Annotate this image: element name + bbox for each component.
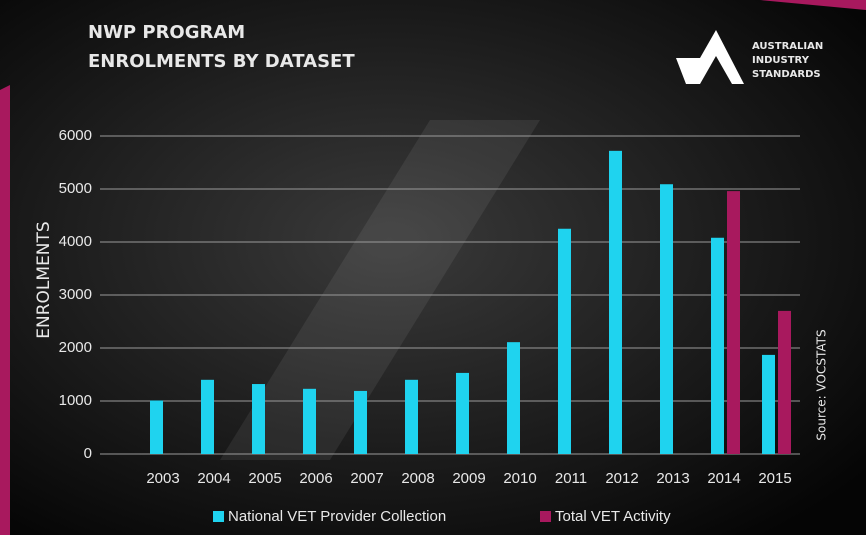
x-tick-label: 2014 xyxy=(707,470,740,487)
bar xyxy=(660,184,673,454)
y-tick-label: 3000 xyxy=(59,286,92,303)
bar xyxy=(303,389,316,454)
bar xyxy=(456,373,469,454)
accent-strip xyxy=(0,85,10,535)
bar xyxy=(354,391,367,454)
logo-text: INDUSTRY xyxy=(752,55,810,66)
bar xyxy=(609,151,622,454)
chart: NWP PROGRAM ENROLMENTS BY DATASET AUSTRA… xyxy=(0,0,866,535)
y-tick-label: 6000 xyxy=(59,127,92,144)
chart-subtitle: ENROLMENTS BY DATASET xyxy=(88,51,355,72)
bar xyxy=(762,355,775,454)
x-tick-label: 2008 xyxy=(401,470,434,487)
legend-swatch xyxy=(213,511,224,522)
legend-label: Total VET Activity xyxy=(555,508,671,525)
x-tick-label: 2004 xyxy=(197,470,230,487)
bar xyxy=(507,342,520,454)
legend-label: National VET Provider Collection xyxy=(228,508,446,525)
x-tick-label: 2009 xyxy=(452,470,485,487)
bar xyxy=(711,238,724,454)
y-tick-label: 5000 xyxy=(59,180,92,197)
y-axis-title: ENROLMENTS xyxy=(34,221,54,338)
legend-swatch xyxy=(540,511,551,522)
bar xyxy=(201,380,214,454)
logo-text: STANDARDS xyxy=(752,69,821,80)
x-tick-label: 2011 xyxy=(555,470,587,487)
x-tick-label: 2007 xyxy=(350,470,383,487)
y-tick-label: 1000 xyxy=(59,392,92,409)
x-tick-label: 2005 xyxy=(248,470,281,487)
x-tick-label: 2006 xyxy=(299,470,332,487)
x-tick-label: 2015 xyxy=(758,470,791,487)
bar xyxy=(558,229,571,454)
y-tick-label: 0 xyxy=(84,445,92,462)
x-tick-label: 2013 xyxy=(656,470,689,487)
bar xyxy=(727,191,740,454)
logo-text: AUSTRALIAN xyxy=(752,41,823,52)
y-tick-label: 2000 xyxy=(59,339,92,356)
x-tick-label: 2003 xyxy=(146,470,179,487)
bar xyxy=(150,400,163,454)
bar xyxy=(405,380,418,454)
bar xyxy=(252,384,265,454)
x-tick-label: 2012 xyxy=(605,470,638,487)
bar xyxy=(778,311,791,454)
y-tick-label: 4000 xyxy=(59,233,92,250)
chart-title: NWP PROGRAM xyxy=(88,22,245,43)
x-tick-label: 2010 xyxy=(503,470,536,487)
source: Source: VOCSTATS xyxy=(815,329,829,440)
